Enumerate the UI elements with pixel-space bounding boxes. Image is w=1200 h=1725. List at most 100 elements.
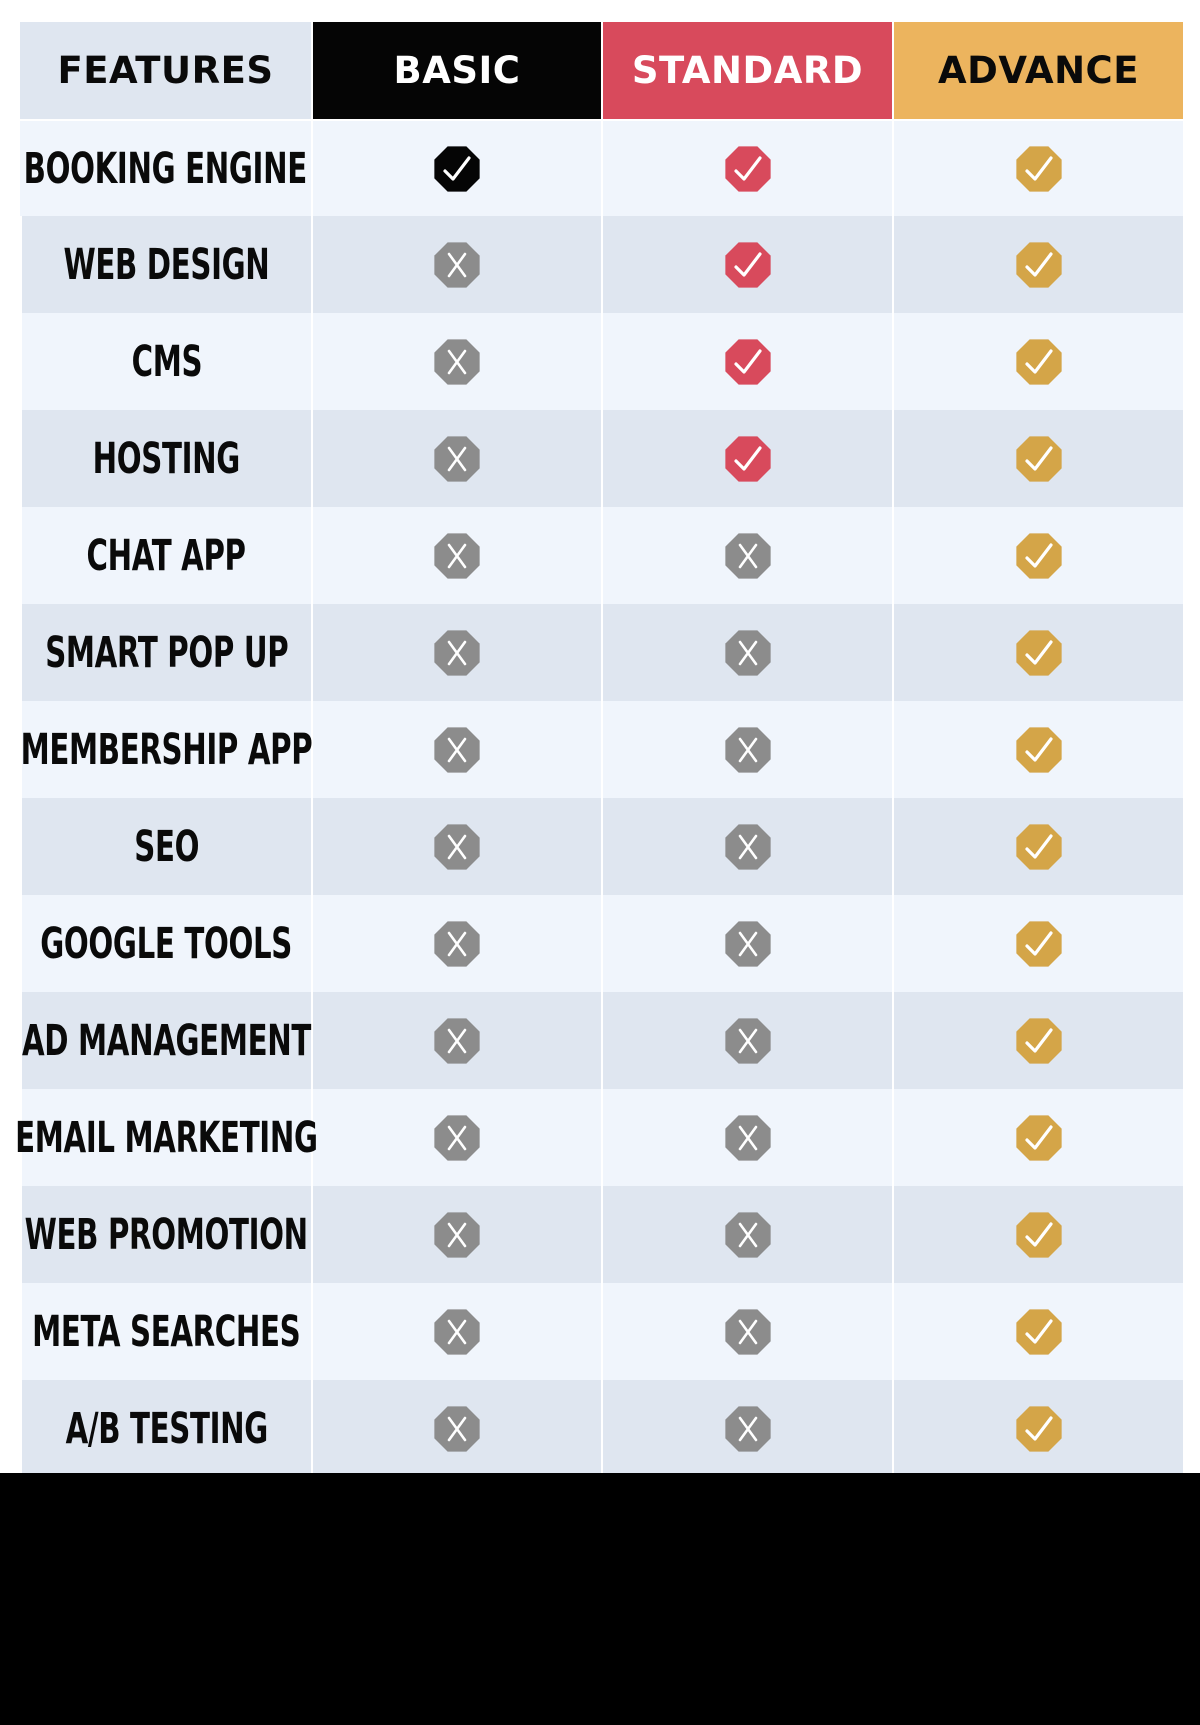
feature-cell-standard xyxy=(601,216,892,313)
feature-cell-standard xyxy=(601,992,892,1089)
feature-cell-advance xyxy=(892,1380,1183,1477)
feature-cell-basic xyxy=(311,313,601,410)
feature-cell-standard xyxy=(601,410,892,507)
feature-label: AD MANAGEMENT xyxy=(22,1015,311,1066)
cross-icon xyxy=(434,920,480,967)
feature-cell-basic xyxy=(311,604,601,701)
cross-icon xyxy=(724,1211,771,1258)
cross-icon xyxy=(434,1114,480,1161)
cross-icon xyxy=(724,920,771,967)
cross-icon xyxy=(724,629,771,676)
checkmark-icon xyxy=(434,145,480,192)
feature-cell-basic xyxy=(311,1380,601,1477)
checkmark-icon xyxy=(1015,241,1062,288)
feature-label: BOOKING ENGINE xyxy=(23,143,308,194)
checkmark-icon xyxy=(1015,823,1062,870)
feature-row-label: SEO xyxy=(20,798,311,895)
cross-icon xyxy=(434,1017,480,1064)
checkmark-icon xyxy=(724,145,771,192)
feature-cell-basic xyxy=(311,1089,601,1186)
feature-row-label: META SEARCHES xyxy=(20,1283,311,1380)
feature-cell-advance xyxy=(892,701,1183,798)
feature-cell-advance xyxy=(892,119,1183,216)
feature-cell-standard xyxy=(601,507,892,604)
cross-icon xyxy=(724,532,771,579)
feature-cell-standard xyxy=(601,701,892,798)
feature-cell-basic xyxy=(311,895,601,992)
feature-row-label: A/B TESTING xyxy=(20,1380,311,1477)
feature-cell-advance xyxy=(892,507,1183,604)
feature-row-label: GOOGLE TOOLS xyxy=(20,895,311,992)
cross-icon xyxy=(434,241,480,288)
checkmark-icon xyxy=(1015,145,1062,192)
feature-label: HOSTING xyxy=(92,433,241,484)
cross-icon xyxy=(724,1114,771,1161)
feature-cell-advance xyxy=(892,1186,1183,1283)
checkmark-icon xyxy=(1015,1308,1062,1355)
header-basic: BASIC xyxy=(311,22,601,119)
feature-label: CMS xyxy=(131,336,202,387)
feature-cell-standard xyxy=(601,604,892,701)
feature-label: SEO xyxy=(134,821,199,872)
feature-label: CHAT APP xyxy=(86,530,247,581)
cross-icon xyxy=(434,532,480,579)
feature-cell-standard xyxy=(601,119,892,216)
feature-row-label: WEB PROMOTION xyxy=(20,1186,311,1283)
feature-cell-basic xyxy=(311,1186,601,1283)
feature-label: A/B TESTING xyxy=(65,1403,268,1454)
feature-cell-advance xyxy=(892,895,1183,992)
feature-cell-advance xyxy=(892,216,1183,313)
checkmark-icon xyxy=(1015,1114,1062,1161)
feature-row-label: WEB DESIGN xyxy=(20,216,311,313)
feature-cell-standard xyxy=(601,1089,892,1186)
feature-row-label: MEMBERSHIP APP xyxy=(20,701,313,798)
feature-cell-standard xyxy=(601,313,892,410)
cross-icon xyxy=(434,1405,480,1452)
feature-row-label: AD MANAGEMENT xyxy=(20,992,311,1089)
feature-cell-standard xyxy=(601,1283,892,1380)
checkmark-icon xyxy=(1015,532,1062,579)
checkmark-icon xyxy=(724,435,771,482)
cross-icon xyxy=(434,629,480,676)
checkmark-icon xyxy=(724,241,771,288)
feature-cell-standard xyxy=(601,1380,892,1477)
feature-cell-basic xyxy=(311,701,601,798)
feature-row-label: BOOKING ENGINE xyxy=(20,119,311,216)
feature-row-label: SMART POP UP xyxy=(20,604,311,701)
checkmark-icon xyxy=(1015,1405,1062,1452)
checkmark-icon xyxy=(1015,338,1062,385)
feature-cell-advance xyxy=(892,313,1183,410)
checkmark-icon xyxy=(1015,726,1062,773)
checkmark-icon xyxy=(724,338,771,385)
feature-cell-basic xyxy=(311,1283,601,1380)
feature-cell-advance xyxy=(892,992,1183,1089)
cross-icon xyxy=(434,338,480,385)
checkmark-icon xyxy=(1015,1017,1062,1064)
feature-cell-standard xyxy=(601,895,892,992)
feature-label: GOOGLE TOOLS xyxy=(40,918,293,969)
feature-cell-basic xyxy=(311,216,601,313)
feature-cell-basic xyxy=(311,119,601,216)
checkmark-icon xyxy=(1015,629,1062,676)
feature-cell-standard xyxy=(601,1186,892,1283)
feature-row-label: HOSTING xyxy=(20,410,311,507)
cross-icon xyxy=(434,1211,480,1258)
header-advance: ADVANCE xyxy=(892,22,1183,119)
cross-icon xyxy=(434,726,480,773)
feature-row-label: EMAIL MARKETING xyxy=(15,1089,318,1186)
feature-row-label: CMS xyxy=(20,313,311,410)
cross-icon xyxy=(724,1308,771,1355)
feature-cell-advance xyxy=(892,1283,1183,1380)
feature-cell-advance xyxy=(892,604,1183,701)
feature-label: SMART POP UP xyxy=(44,627,289,678)
feature-label: META SEARCHES xyxy=(32,1306,301,1357)
feature-label: WEB DESIGN xyxy=(63,239,270,290)
feature-label: EMAIL MARKETING xyxy=(15,1112,318,1163)
feature-row-label: CHAT APP xyxy=(20,507,311,604)
bottom-band xyxy=(0,1473,1200,1725)
checkmark-icon xyxy=(1015,1211,1062,1258)
feature-cell-advance xyxy=(892,1089,1183,1186)
header-standard: STANDARD xyxy=(601,22,892,119)
feature-cell-advance xyxy=(892,798,1183,895)
cross-icon xyxy=(434,435,480,482)
